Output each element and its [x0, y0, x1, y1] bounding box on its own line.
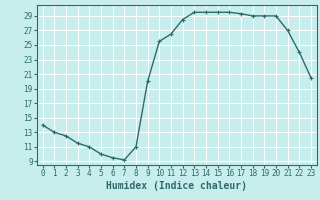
X-axis label: Humidex (Indice chaleur): Humidex (Indice chaleur): [106, 181, 247, 191]
